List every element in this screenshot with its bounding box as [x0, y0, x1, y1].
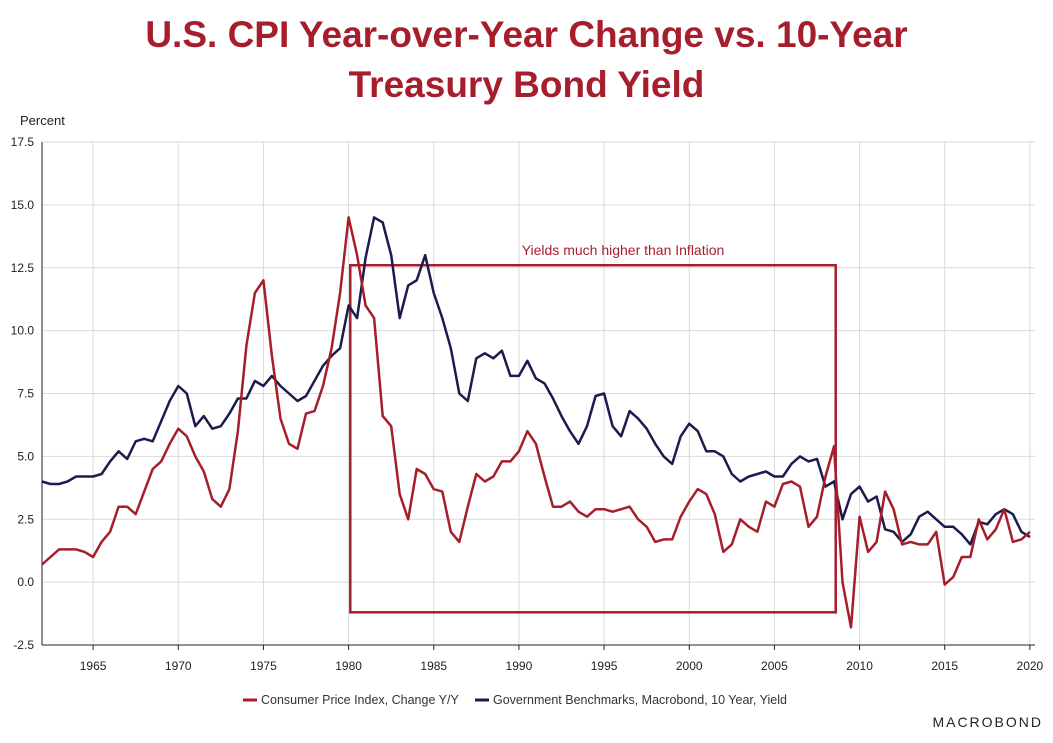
annotation-label: Yields much higher than Inflation: [522, 242, 725, 258]
x-tick-label: 2015: [931, 659, 958, 673]
chart-title-line-1: U.S. CPI Year-over-Year Change vs. 10-Ye…: [145, 14, 908, 55]
x-tick-label: 1990: [506, 659, 533, 673]
y-tick-label: 12.5: [11, 261, 35, 275]
legend: Consumer Price Index, Change Y/Y Governme…: [243, 693, 787, 707]
x-tick-label: 1985: [420, 659, 447, 673]
y-axis-ticks: 17.5 15.0 12.5 10.0 7.5 5.0 2.5 0.0 -2.5: [11, 135, 35, 652]
y-tick-label: 17.5: [11, 135, 35, 149]
grid-lines: [41, 141, 1035, 646]
brand-logo: MACROBOND: [932, 714, 1043, 730]
x-tick-label: 2000: [676, 659, 703, 673]
y-tick-label: 15.0: [11, 198, 35, 212]
y-tick-label: 5.0: [17, 449, 34, 463]
y-tick-label: 7.5: [17, 387, 34, 401]
x-tick-label: 2020: [1017, 659, 1044, 673]
y-axis-label: Percent: [20, 113, 65, 128]
y-tick-label: 10.0: [11, 324, 35, 338]
chart-title-line-2: Treasury Bond Yield: [348, 64, 705, 105]
x-tick-label: 1995: [591, 659, 618, 673]
y-tick-label: -2.5: [13, 638, 34, 652]
x-tick-label: 1970: [165, 659, 192, 673]
x-tick-label: 1975: [250, 659, 277, 673]
cpi-series-line: [41, 216, 1031, 629]
annotation-box: [349, 263, 837, 614]
legend-cpi-label: Consumer Price Index, Change Y/Y: [261, 693, 459, 707]
x-tick-label: 1980: [335, 659, 362, 673]
series-lines: [41, 216, 1031, 629]
x-tick-label: 1965: [80, 659, 107, 673]
yield-series-line: [41, 216, 1031, 546]
y-tick-label: 0.0: [17, 575, 34, 589]
x-tick-label: 2010: [846, 659, 873, 673]
y-tick-label: 2.5: [17, 512, 34, 526]
legend-yield-label: Government Benchmarks, Macrobond, 10 Yea…: [493, 693, 787, 707]
x-tick-label: 2005: [761, 659, 788, 673]
x-axis-ticks: 1965 1970 1975 1980 1985 1990 1995 2000 2005 2010…: [80, 645, 1044, 673]
